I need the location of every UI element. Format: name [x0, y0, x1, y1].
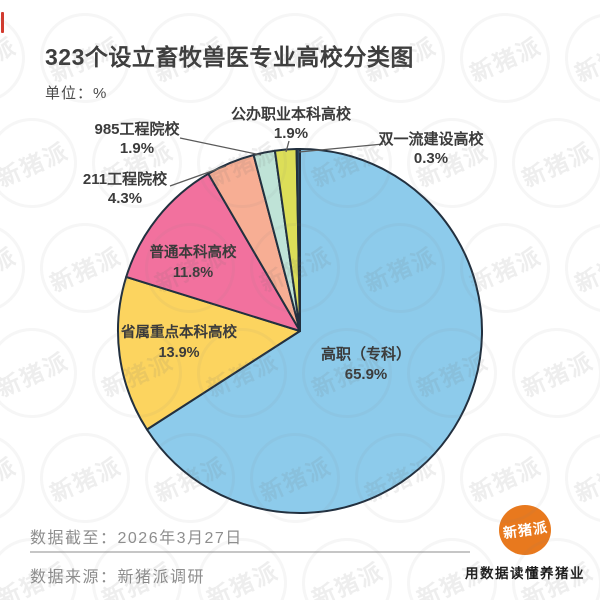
slice-name: 公办职业本科高校	[230, 106, 352, 123]
pie-slice-0	[145, 148, 483, 514]
unit-label: 单位：%	[45, 85, 108, 102]
slice-label-shengshu: 省属重点本科高校 13.9%	[121, 323, 237, 363]
leader-line-shuangyiliu	[298, 143, 384, 153]
slice-value: 1.9%	[273, 125, 309, 142]
slice-name: 985工程院校	[94, 121, 180, 138]
brand-logo-text: 新猪派	[501, 518, 549, 542]
slice-name: 高职（专科）	[320, 346, 412, 363]
pie-slice-1	[117, 275, 301, 431]
leader-line-gongban	[285, 140, 290, 153]
slice-label-putong: 普通本科高校 11.8%	[150, 243, 237, 283]
slice-name: 省属重点本科高校	[121, 325, 237, 341]
slice-label-211: 211工程院校 4.3%	[83, 170, 167, 208]
brand-logo: 新猪派	[499, 505, 551, 555]
page-title: 323个设立畜牧兽医专业高校分类图	[45, 44, 414, 70]
slice-name: 双一流建设高校	[378, 131, 484, 148]
leader-line-211	[169, 165, 227, 187]
data-cutoff-text: 数据截至：2026年3月27日	[30, 530, 243, 547]
slice-value: 0.3%	[413, 150, 449, 167]
slice-label-gaozhi: 高职（专科） 65.9%	[321, 345, 411, 385]
data-source-text: 数据来源：新猪派调研	[30, 569, 206, 586]
slice-label-985: 985工程院校 1.9%	[94, 120, 179, 158]
slice-name: 211工程院校	[82, 171, 168, 188]
leader-line-985	[179, 137, 262, 156]
slice-value: 11.8%	[172, 265, 214, 281]
slice-value: 1.9%	[119, 140, 155, 157]
pie-slice-6	[295, 147, 301, 332]
slice-value: 13.9%	[158, 345, 200, 361]
slice-label-shuangyiliu: 双一流建设高校 0.3%	[378, 130, 483, 168]
brand-tagline: 用数据读懂养猪业	[465, 566, 585, 581]
slice-value: 65.9%	[344, 366, 388, 383]
slice-label-gongban: 公办职业本科高校 1.9%	[231, 105, 351, 143]
pie-slice-2	[125, 172, 301, 332]
slice-name: 普通本科高校	[149, 245, 237, 261]
footer-divider	[30, 551, 470, 553]
red-corner-mark	[1, 12, 4, 33]
slice-value: 4.3%	[107, 190, 143, 207]
